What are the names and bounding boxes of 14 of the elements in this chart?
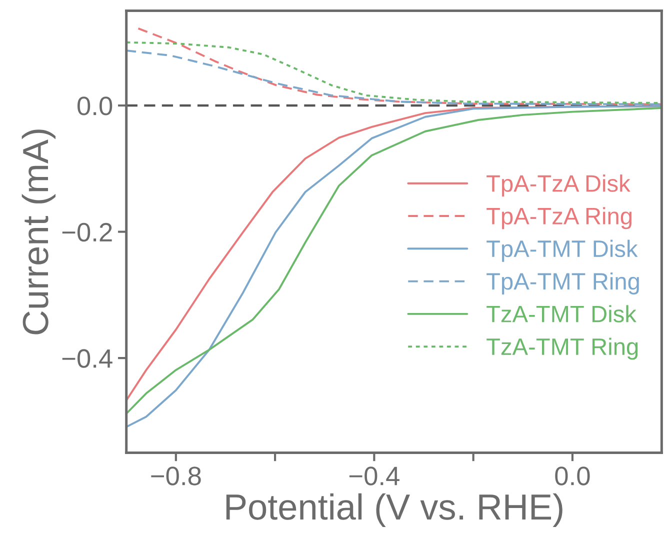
legend-label: TzA-TMT Disk (486, 305, 636, 322)
x-tick-label: −0.4 (349, 466, 400, 486)
legend-label: TpA-TMT Disk (486, 240, 638, 262)
legend-label: TpA-TMT Ring (486, 272, 639, 294)
y-tick-label: 0.0 (78, 96, 112, 116)
legend-label: TpA-TzA Ring (486, 207, 632, 230)
y-tick-label: −0.4 (62, 349, 112, 368)
legend-label: TzA-TMT Ring (486, 338, 638, 360)
x-tick-label: −0.8 (151, 466, 201, 486)
legend-label: TpA-TzA Disk (486, 174, 630, 197)
y-tick-label: −0.2 (62, 222, 112, 242)
x-axis-title: Potential (V vs. RHE) (226, 493, 562, 527)
x-tick-label: 0.0 (555, 466, 590, 486)
y-axis-title: Current (mA) (22, 130, 56, 334)
